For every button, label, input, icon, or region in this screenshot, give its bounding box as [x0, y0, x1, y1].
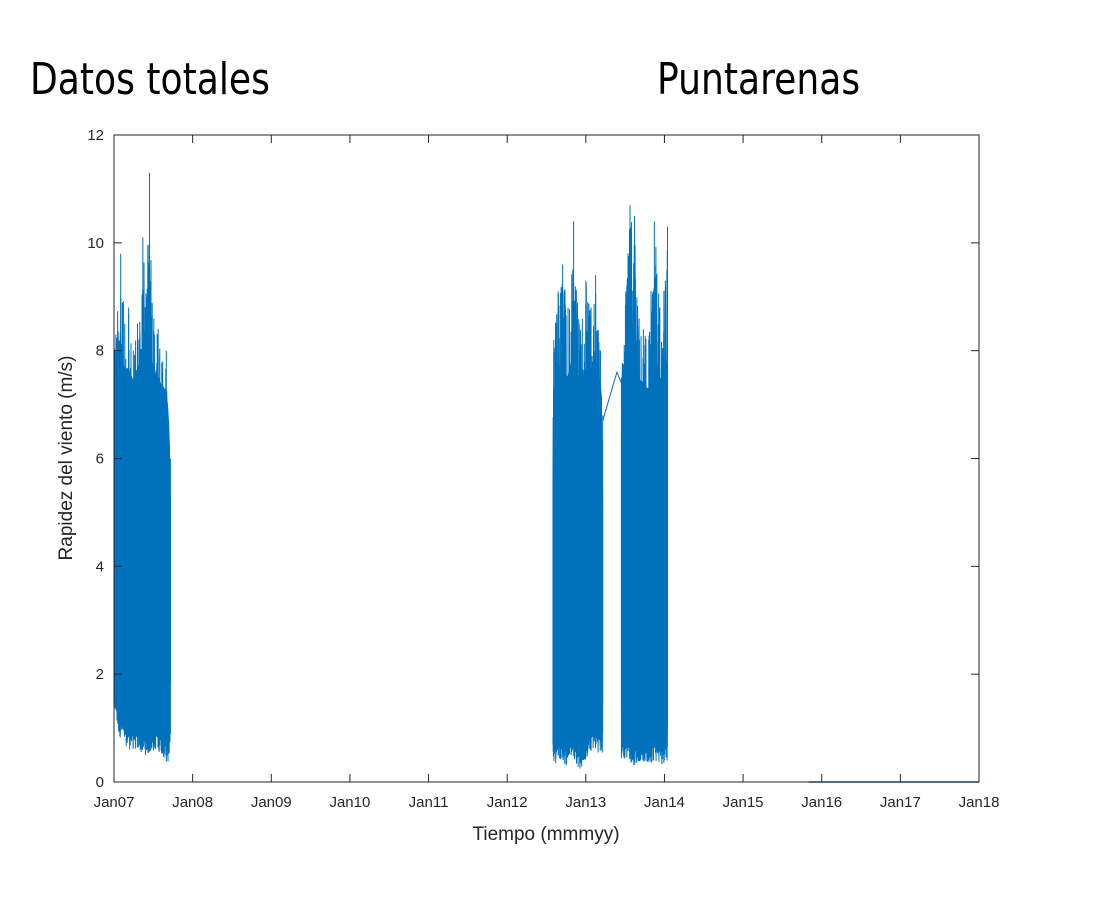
series-connector: [602, 370, 622, 421]
y-tick-label: 8: [96, 343, 104, 360]
chart-title-right: Puntarenas: [657, 54, 861, 105]
y-tick-label: 4: [96, 558, 104, 575]
x-tick-label: Jan15: [723, 794, 764, 811]
x-tick-label: Jan12: [487, 794, 528, 811]
y-tick-label: 2: [96, 666, 104, 683]
x-tick-label: Jan07: [94, 794, 135, 811]
x-tick-label: Jan13: [565, 794, 606, 811]
x-tick-label: Jan09: [251, 794, 292, 811]
y-tick-label: 0: [96, 774, 104, 791]
x-tick-label: Jan16: [801, 794, 842, 811]
chart-title-left: Datos totales: [30, 54, 270, 105]
x-tick-label: Jan18: [959, 794, 1000, 811]
x-tick-label: Jan10: [329, 794, 370, 811]
x-tick-label: Jan11: [409, 794, 449, 811]
x-tick-label: Jan14: [644, 794, 685, 811]
x-tick-label: Jan08: [172, 794, 213, 811]
y-tick-label: 10: [87, 235, 104, 252]
y-tick-label: 6: [96, 451, 104, 468]
series-line: [113, 244, 171, 762]
x-tick-label: Jan17: [880, 794, 921, 811]
data-layer: [113, 172, 979, 783]
plot-area: [114, 135, 979, 782]
y-tick-label: 12: [87, 127, 104, 144]
series-line: [552, 269, 604, 769]
axes-layer: Jan07 Jan08 Jan09 Jan10 Jan11 Jan12 Jan13 Jan14…: [87, 127, 999, 811]
x-axis-label: Tiempo (mmmyy): [472, 824, 619, 845]
y-axis-label: Rapidez del viento (m/s): [56, 356, 77, 561]
